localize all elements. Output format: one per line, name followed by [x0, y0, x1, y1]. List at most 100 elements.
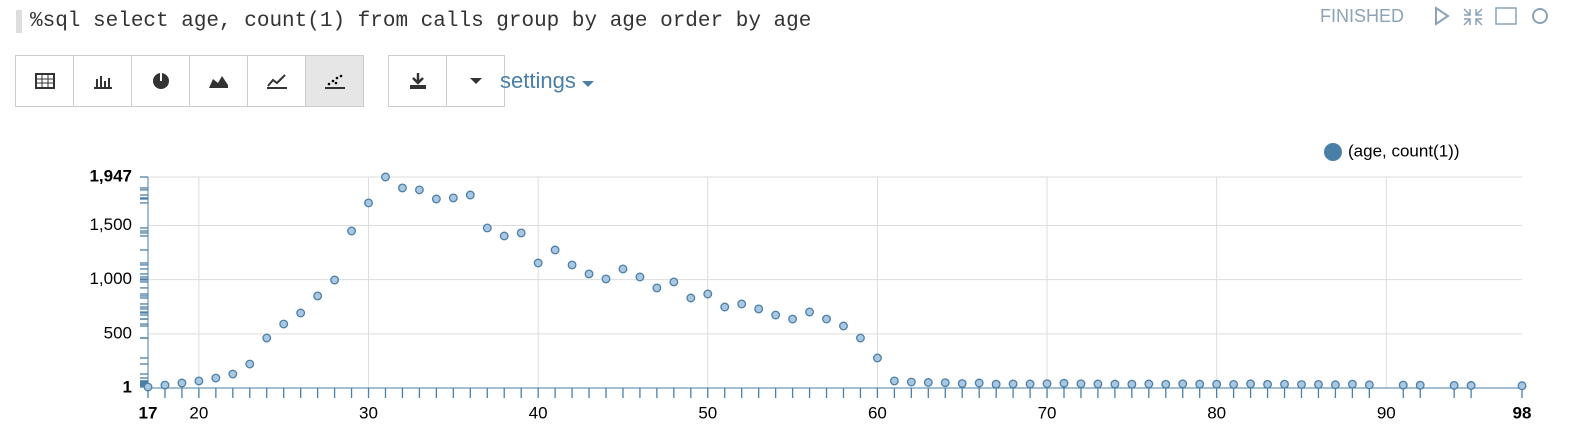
point — [279, 319, 289, 329]
scatter-button[interactable] — [305, 55, 364, 107]
settings-link[interactable]: settings — [500, 68, 594, 94]
run-icon[interactable] — [1435, 6, 1450, 26]
point — [1127, 379, 1137, 389]
point — [414, 185, 424, 195]
point — [737, 299, 747, 309]
point — [1008, 379, 1018, 389]
point — [940, 378, 950, 388]
toolbar — [15, 55, 505, 107]
point — [805, 307, 815, 317]
point — [822, 314, 831, 324]
point — [991, 379, 1001, 389]
point — [313, 291, 323, 301]
bar-button[interactable] — [73, 55, 132, 107]
settings-icon[interactable] — [1532, 8, 1548, 24]
point — [1144, 379, 1154, 389]
point — [1449, 380, 1459, 390]
point — [1280, 379, 1289, 389]
y-tick-label: 1,500 — [89, 215, 132, 234]
chart: 1 500 1,000 1,500 1,947 17 20 30 40 50 60 70 80 90 98 (… — [89, 141, 1532, 422]
point — [1246, 379, 1256, 389]
point — [211, 373, 221, 383]
y-tick-label: 1 — [123, 377, 132, 396]
point — [431, 194, 441, 204]
x-tick-label: 20 — [189, 403, 208, 422]
point — [788, 314, 798, 324]
line-button[interactable] — [247, 55, 306, 107]
point — [177, 378, 187, 388]
x-tick-label: 30 — [359, 403, 378, 422]
point — [448, 193, 458, 203]
point — [1110, 379, 1120, 389]
download-menu[interactable] — [446, 55, 505, 107]
x-tick-label: 40 — [529, 403, 548, 422]
code-editor[interactable]: %sql select age, count(1) from calls gro… — [16, 10, 811, 33]
point — [194, 376, 204, 386]
point — [245, 359, 255, 369]
point — [923, 378, 933, 387]
point — [262, 333, 272, 343]
point — [771, 310, 781, 320]
point — [720, 302, 730, 312]
point — [1517, 381, 1527, 391]
point — [839, 321, 848, 331]
settings-label: settings — [500, 68, 576, 93]
point — [1229, 379, 1239, 389]
status: FINISHED — [1320, 6, 1405, 26]
point — [516, 228, 526, 238]
table-button[interactable] — [15, 55, 74, 107]
point — [957, 379, 967, 389]
point — [703, 289, 713, 299]
y-tick-label: 1,947 — [89, 166, 132, 185]
point — [364, 198, 373, 208]
point — [1347, 379, 1357, 389]
y-tick-label: 1,000 — [89, 269, 132, 288]
x-tick-label: 17 — [139, 403, 158, 422]
point — [669, 277, 679, 287]
point — [1364, 380, 1374, 390]
pie-button[interactable] — [131, 55, 190, 107]
legend-label: (age, count(1)) — [1348, 141, 1460, 160]
x-tick-label: 60 — [868, 403, 887, 422]
point — [1313, 379, 1323, 389]
point — [1212, 379, 1222, 389]
point — [1076, 379, 1086, 389]
point — [635, 272, 645, 282]
point — [906, 377, 916, 387]
point — [228, 369, 238, 379]
x-tick-label: 98 — [1513, 403, 1532, 422]
book-icon[interactable] — [1495, 7, 1517, 25]
x-tick-label: 90 — [1377, 403, 1396, 422]
point — [974, 378, 984, 388]
point — [550, 245, 560, 255]
point — [499, 231, 509, 241]
point — [1025, 379, 1035, 389]
point — [872, 353, 882, 363]
point — [686, 293, 696, 303]
point — [584, 269, 594, 279]
point — [533, 258, 543, 268]
point — [652, 283, 662, 293]
x-tick-label: 50 — [698, 403, 717, 422]
point — [1178, 379, 1188, 389]
point — [889, 376, 899, 386]
point — [618, 264, 628, 274]
point — [1330, 380, 1340, 390]
point — [347, 226, 357, 236]
point — [754, 304, 764, 314]
point — [160, 380, 170, 390]
point — [601, 274, 611, 284]
point — [1161, 379, 1171, 389]
x-tick-label: 70 — [1038, 403, 1057, 422]
point — [855, 333, 865, 343]
area-button[interactable] — [189, 55, 248, 107]
collapse-icon[interactable] — [1463, 8, 1483, 26]
point — [567, 260, 577, 270]
point — [1466, 381, 1476, 390]
point — [1297, 380, 1306, 389]
download-button[interactable] — [388, 55, 447, 107]
point — [330, 275, 340, 285]
point — [143, 382, 153, 392]
x-tick-label: 80 — [1207, 403, 1226, 422]
